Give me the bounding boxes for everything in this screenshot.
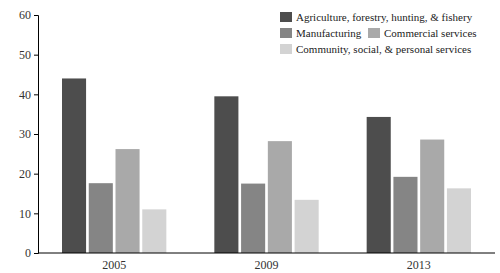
bar <box>393 177 417 253</box>
bar <box>214 96 238 253</box>
y-tick-mark <box>34 213 38 214</box>
legend-swatch <box>280 44 292 54</box>
chart: 0 10 20 30 40 50 60 2005 2009 2013 Agriculture, fo… <box>0 0 500 273</box>
bar <box>268 141 292 253</box>
bar <box>62 78 86 253</box>
y-tick-mark <box>34 55 38 56</box>
legend-label: Agriculture, forestry, hunting, & fisher… <box>296 11 473 23</box>
bar <box>367 117 391 253</box>
y-tick: 0 <box>25 246 38 260</box>
x-tick: 2005 <box>102 253 126 272</box>
legend-label: Manufacturing <box>296 27 362 39</box>
y-tick: 40 <box>19 88 38 102</box>
y-tick-label: 40 <box>19 88 31 102</box>
legend-swatch <box>280 12 292 22</box>
x-tick: 2013 <box>407 253 431 272</box>
y-axis-line <box>34 16 39 254</box>
x-axis-line <box>38 253 495 254</box>
legend-label: Community, social, & personal services <box>296 43 471 55</box>
legend-item: Agriculture, forestry, hunting, & fisher… <box>280 11 473 23</box>
y-axis: 0 10 20 30 40 50 60 <box>19 8 39 260</box>
legend-item: Manufacturing <box>280 27 362 39</box>
x-axis: 2005 2009 2013 <box>38 253 495 272</box>
y-tick-label: 0 <box>25 246 31 260</box>
y-tick: 10 <box>19 207 38 221</box>
bar <box>89 183 113 253</box>
y-tick: 60 <box>19 8 38 22</box>
legend-item: Community, social, & personal services <box>280 43 471 55</box>
y-tick: 50 <box>19 48 38 62</box>
y-tick: 30 <box>19 127 38 141</box>
y-tick-label: 60 <box>19 8 31 22</box>
y-tick-mark <box>34 253 38 254</box>
legend: Agriculture, forestry, hunting, & fisher… <box>280 11 477 55</box>
x-tick-label: 2013 <box>407 258 431 272</box>
bar <box>142 209 166 253</box>
bar <box>295 200 319 253</box>
y-tick-label: 50 <box>19 48 31 62</box>
y-tick-label: 20 <box>19 167 31 181</box>
y-tick: 20 <box>19 167 38 181</box>
x-tick-label: 2009 <box>255 258 279 272</box>
bar <box>447 188 471 253</box>
bars <box>62 78 471 253</box>
legend-swatch <box>368 28 380 38</box>
y-tick-mark <box>34 174 38 175</box>
x-tick-label: 2005 <box>102 258 126 272</box>
bar <box>116 149 140 253</box>
bar <box>241 184 265 253</box>
y-tick-mark <box>34 94 38 95</box>
x-tick: 2009 <box>255 253 279 272</box>
y-tick-mark <box>34 134 38 135</box>
y-tick-label: 30 <box>19 127 31 141</box>
y-tick-label: 10 <box>19 207 31 221</box>
legend-swatch <box>280 28 292 38</box>
legend-label: Commercial services <box>384 27 477 39</box>
y-tick-mark <box>34 15 38 16</box>
bar <box>420 140 444 253</box>
legend-item: Commercial services <box>368 27 477 39</box>
